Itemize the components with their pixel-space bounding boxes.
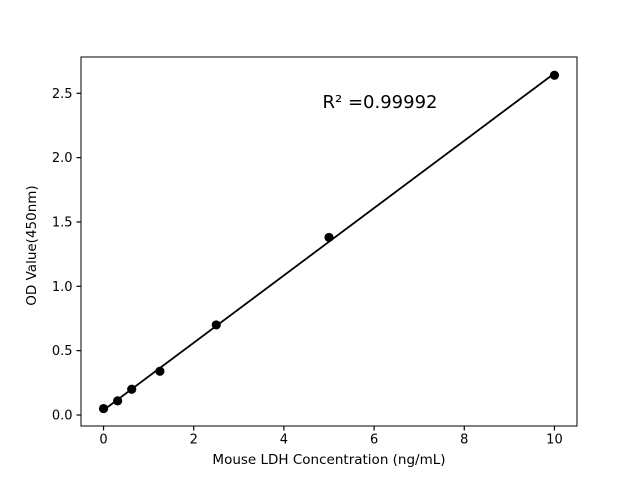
y-tick-label: 1.5 [52,215,73,230]
r-squared-annotation: R² =0.99992 [323,92,438,113]
data-point [127,384,137,394]
data-point [211,320,221,330]
x-tick-label: 0 [99,433,107,448]
plot-border [80,56,578,427]
x-tick-label: 8 [460,433,468,448]
data-point [98,403,109,414]
y-tick-label: 0.0 [52,408,73,423]
y-tick-label: 2.5 [52,87,73,102]
data-point [549,70,560,80]
data-point [113,396,123,406]
y-tick-label: 0.5 [52,344,73,359]
y-tick-label: 1.0 [52,280,73,295]
x-tick-label: 6 [370,433,378,448]
y-tick-label: 2.0 [52,151,73,166]
x-tick-label: 10 [546,433,563,448]
x-tick-label: 4 [280,433,288,448]
y-axis-label: OD Value(450nm) [24,185,40,305]
x-tick-label: 2 [190,433,198,448]
data-point [155,366,165,376]
data-point [324,232,334,243]
x-axis-label: Mouse LDH Concentration (ng/mL) [212,452,445,468]
